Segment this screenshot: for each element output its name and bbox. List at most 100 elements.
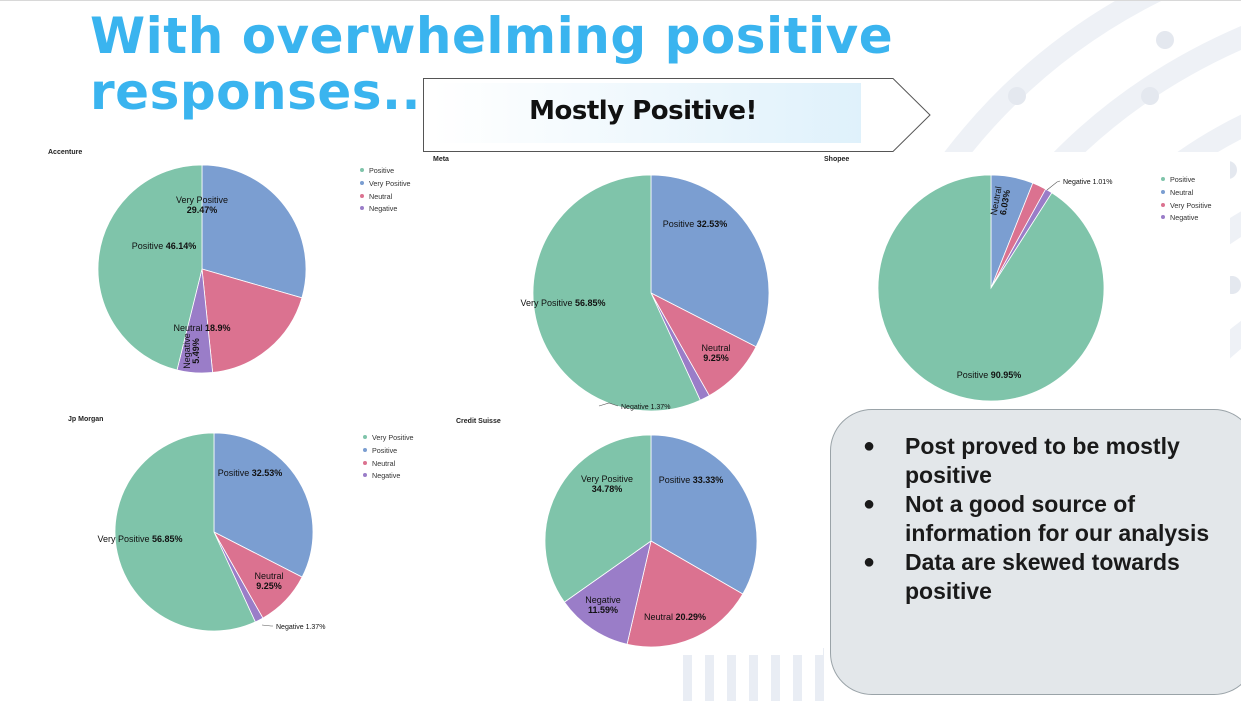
legend-item-very-positive: Very Positive <box>363 432 414 445</box>
pie-slice-neutral <box>626 540 744 648</box>
slice-name: Negative <box>585 595 621 605</box>
legend-swatch-icon <box>360 180 364 185</box>
chart-panel-meta: Meta Positive 32.53% Neutral 9.25% Negative… <box>425 152 820 417</box>
slice-label-positive: Positive 46.14% <box>132 241 197 251</box>
chart-title-shopee: Shopee <box>824 156 850 163</box>
slice-percent: 11.59% <box>588 605 618 615</box>
slice-label-neutral: Neutral 9.25% <box>701 343 730 363</box>
slice-label-neutral: Neutral6.03% <box>989 186 1013 218</box>
legend-swatch-icon <box>360 193 364 198</box>
slice-label-very-positive: Very Positive 56.85% <box>520 298 605 308</box>
slice-percent: 32.53% <box>252 468 283 478</box>
slice-label-positive: Positive 33.33% <box>659 475 724 485</box>
slice-label-positive: Positive 32.53% <box>663 219 728 229</box>
slice-percent: 1.37% <box>306 624 326 631</box>
slice-percent: 56.85% <box>575 298 606 308</box>
leader-line <box>261 624 273 627</box>
slice-label-negative: Negative 11.59% <box>585 595 621 615</box>
slice-name: Negative <box>621 404 651 411</box>
slice-percent: 9.25% <box>703 353 729 363</box>
legend-item-negative: Negative <box>360 203 411 216</box>
chart-title-meta: Meta <box>433 156 449 163</box>
slice-percent: 1.37% <box>651 404 671 411</box>
note-item: ● Post proved to be mostly positive <box>863 432 1223 490</box>
slice-percent: 1.01% <box>1093 179 1113 186</box>
slice-name: Neutral <box>989 186 1004 216</box>
legend-swatch-icon <box>363 460 367 465</box>
legend-shopee: Positive Neutral Very Positive Negative <box>1161 174 1212 225</box>
legend-swatch-icon <box>1161 177 1165 182</box>
slice-name: Positive <box>218 468 252 478</box>
leader-line <box>1046 180 1061 191</box>
slice-label-negative: Negative 1.01% <box>1063 179 1112 186</box>
bullet-icon: ● <box>863 493 876 515</box>
chart-panel-accenture: Accenture Very Positive 29.47% Neutral 18.… <box>40 145 420 395</box>
slice-label-positive: Positive 90.95% <box>957 370 1022 380</box>
pie-chart-jpmorgan: Positive 32.53% Neutral 9.25% Negative 1.37… <box>97 432 325 632</box>
top-divider <box>0 0 1241 1</box>
banner-arrow-shape <box>423 78 931 152</box>
legend-swatch-icon <box>363 473 367 478</box>
pie-slice-positive <box>650 174 770 348</box>
slice-label-negative: Negative 1.37% <box>276 624 325 631</box>
slice-label-neutral: Neutral 20.29% <box>644 612 706 622</box>
chart-panel-creditsuisse: Credit Suisse Positive 33.33% Neutral 20.… <box>448 415 823 655</box>
legend-item-neutral: Neutral <box>363 458 414 471</box>
slice-name: Very Positive <box>176 195 228 205</box>
slice-name: Very Positive <box>520 298 575 308</box>
chart-panel-shopee: Shopee Neutral6.03% Negative 1.01% Positiv… <box>815 152 1230 410</box>
legend-item-positive: Positive <box>1161 174 1212 187</box>
slice-percent: 56.85% <box>152 534 183 544</box>
pie-chart-accenture: Very Positive 29.47%Neutral 18.9%Negative… <box>97 164 307 374</box>
chart-title-creditsuisse: Credit Suisse <box>456 418 501 425</box>
slide-title-line1: With overwhelming positive <box>90 7 894 65</box>
legend-label: Negative <box>369 204 398 214</box>
legend-accenture: Positive Very Positive Neutral Negative <box>360 165 411 216</box>
legend-swatch-icon <box>363 435 367 440</box>
slice-name: Neutral <box>254 571 283 581</box>
legend-item-negative: Negative <box>363 470 414 483</box>
slice-percent: 5.49% <box>191 338 201 364</box>
pie-chart-shopee: Neutral6.03% Negative 1.01% Positive 90.95… <box>877 174 1112 402</box>
slice-percent: 33.33% <box>693 475 724 485</box>
slice-name: Very Positive <box>581 474 633 484</box>
legend-swatch-icon <box>1161 189 1165 194</box>
slice-percent: 29.47% <box>187 205 218 215</box>
legend-swatch-icon <box>1161 202 1165 207</box>
legend-label: Positive <box>369 166 395 175</box>
note-text: Post proved to be mostly positive <box>905 433 1180 488</box>
slice-name: Positive <box>957 370 991 380</box>
slice-label-very-positive: Very Positive 56.85% <box>97 534 182 544</box>
note-item: ● Data are skewed towards positive <box>863 548 1223 606</box>
pie-chart-creditsuisse: Positive 33.33% Neutral 20.29% Negative 11.… <box>544 434 758 648</box>
pie-chart-meta: Positive 32.53% Neutral 9.25% Negative 1.37… <box>520 174 770 412</box>
slice-percent: 9.25% <box>256 581 282 591</box>
background-stripes <box>683 648 824 701</box>
slice-name: Neutral <box>701 343 730 353</box>
slice-name: Neutral <box>644 612 676 622</box>
chart-title-accenture: Accenture <box>48 149 83 156</box>
legend-swatch-icon <box>363 447 367 452</box>
legend-label: Neutral <box>369 191 393 201</box>
mostly-positive-banner: Mostly Positive! <box>423 78 933 152</box>
slice-name: Negative <box>1063 179 1093 186</box>
slice-label-negative: Negative 1.37% <box>621 404 670 411</box>
pie-slice-negative <box>563 540 652 645</box>
pie-slice-neutral <box>201 268 303 373</box>
slice-label-neutral: Neutral 9.25% <box>254 571 283 591</box>
pie-slice-positive <box>97 164 203 371</box>
legend-item-very-positive: Very Positive <box>1161 200 1212 213</box>
slice-name: Negative <box>276 624 306 631</box>
slice-label-positive: Positive 32.53% <box>218 468 283 478</box>
bullet-icon: ● <box>863 551 876 573</box>
chart-title-jpmorgan: Jp Morgan <box>68 416 104 423</box>
legend-item-positive: Positive <box>363 445 414 458</box>
legend-jpmorgan: Very Positive Positive Neutral Negative <box>363 432 414 483</box>
legend-label: Very Positive <box>372 433 414 442</box>
slice-name: Negative <box>182 333 192 369</box>
slice-percent: 90.95% <box>991 370 1022 380</box>
notes-list: ● Post proved to be mostly positive ● Not … <box>863 432 1223 606</box>
pie-slice-very-positive <box>544 434 652 603</box>
slice-label-very-positive: Very Positive 34.78% <box>581 474 633 494</box>
pie-slice-positive <box>213 432 314 578</box>
